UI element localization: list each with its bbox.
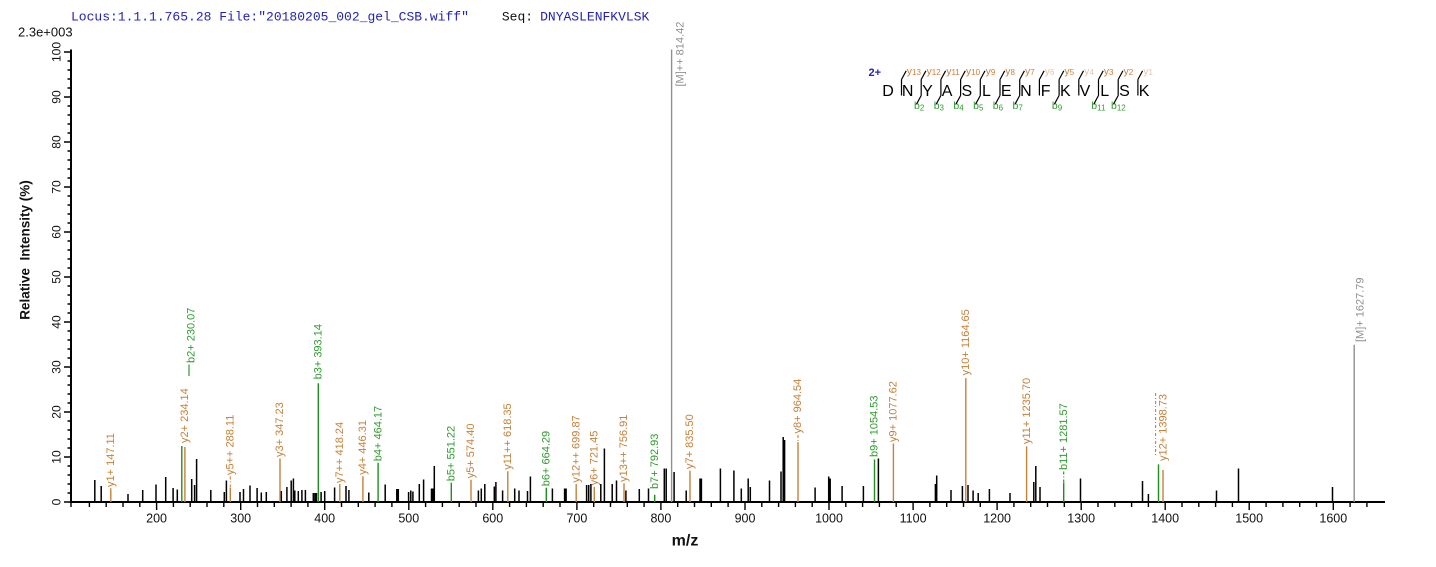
svg-text:y8+ 964.54: y8+ 964.54 (792, 379, 804, 434)
svg-text:20: 20 (50, 405, 64, 419)
svg-text:700: 700 (566, 512, 587, 526)
svg-text:[M]++ 814.42: [M]++ 814.42 (675, 22, 687, 87)
svg-text:30: 30 (50, 360, 64, 374)
svg-text:b3: b3 (934, 100, 945, 113)
svg-text:y11+ 1235.70: y11+ 1235.70 (1021, 378, 1033, 444)
svg-text:b6+ 664.29: b6+ 664.29 (541, 431, 553, 486)
svg-text:y7+ 835.50: y7+ 835.50 (684, 414, 696, 469)
svg-text:b9+ 1054.53: b9+ 1054.53 (869, 396, 881, 457)
svg-text:b9: b9 (1052, 100, 1063, 113)
svg-text:y3+ 347.23: y3+ 347.23 (274, 402, 286, 457)
svg-text:y10+ 1164.65: y10+ 1164.65 (960, 309, 972, 375)
svg-text:Y: Y (922, 83, 933, 100)
svg-text:L: L (1100, 83, 1109, 100)
svg-text:N: N (1020, 83, 1032, 100)
svg-text:y9: y9 (986, 66, 996, 78)
svg-text:100: 100 (50, 42, 64, 62)
svg-text:y9+ 1077.62: y9+ 1077.62 (888, 381, 900, 442)
svg-text:b4+ 464.17: b4+ 464.17 (372, 406, 384, 461)
svg-text:b7: b7 (1013, 100, 1024, 113)
svg-text:y4+ 446.31: y4+ 446.31 (357, 420, 369, 475)
svg-text:b5+ 551.22: b5+ 551.22 (446, 426, 458, 481)
svg-text:Locus:1.1.1.765.28 File:"20180: Locus:1.1.1.765.28 File:"20180205_002_ge… (71, 9, 650, 24)
svg-text:y2: y2 (1124, 66, 1134, 78)
svg-text:E: E (1001, 83, 1012, 100)
svg-text:D: D (882, 83, 894, 100)
svg-text:y2+ 234.14: y2+ 234.14 (179, 388, 191, 443)
svg-text:500: 500 (398, 512, 419, 526)
svg-text:y5+ 574.40: y5+ 574.40 (465, 424, 477, 479)
svg-text:0: 0 (50, 498, 64, 505)
svg-text:10: 10 (50, 450, 64, 464)
svg-text:y6: y6 (1045, 66, 1055, 78)
svg-text:2.3e+003: 2.3e+003 (18, 25, 73, 40)
svg-text:S: S (961, 83, 972, 100)
svg-text:40: 40 (50, 315, 64, 329)
svg-text:S: S (1119, 83, 1130, 100)
svg-text:b7+ 792.93: b7+ 792.93 (649, 434, 661, 489)
svg-text:y12+ 1398.73: y12+ 1398.73 (1158, 394, 1170, 461)
svg-text:y5++ 288.11: y5++ 288.11 (225, 415, 237, 475)
svg-text:b6: b6 (993, 100, 1004, 113)
svg-text:80: 80 (50, 135, 64, 149)
svg-text:1200: 1200 (983, 512, 1011, 526)
svg-text:F: F (1041, 83, 1051, 100)
svg-text:L: L (982, 83, 991, 100)
svg-text:y11++ 618.35: y11++ 618.35 (502, 403, 514, 469)
svg-text:y1: y1 (1143, 66, 1153, 78)
svg-text:800: 800 (650, 512, 671, 526)
svg-text:b2+ 230.07: b2+ 230.07 (186, 308, 198, 363)
svg-text:400: 400 (314, 512, 335, 526)
svg-text:90: 90 (50, 90, 64, 104)
svg-text:K: K (1139, 83, 1150, 100)
svg-text:b3+ 393.14: b3+ 393.14 (313, 324, 325, 379)
svg-text:Relative Intensity (%): Relative Intensity (%) (18, 180, 33, 320)
svg-text:b5: b5 (973, 100, 984, 113)
svg-text:1300: 1300 (1067, 512, 1095, 526)
svg-text:[M]+ 1627.79: [M]+ 1627.79 (1355, 277, 1367, 342)
svg-text:b12: b12 (1111, 100, 1126, 113)
svg-text:A: A (942, 83, 953, 100)
svg-text:y6+ 721.45: y6+ 721.45 (589, 431, 601, 486)
svg-text:y12++ 699.87: y12++ 699.87 (570, 415, 582, 482)
svg-text:1100: 1100 (900, 512, 927, 526)
svg-text:y4: y4 (1084, 66, 1094, 78)
svg-text:N: N (902, 83, 914, 100)
svg-text:b4: b4 (953, 100, 964, 113)
svg-text:50: 50 (50, 270, 64, 284)
svg-text:y13: y13 (907, 66, 922, 78)
svg-text:y7++ 418.24: y7++ 418.24 (334, 422, 346, 483)
svg-text:1000: 1000 (815, 512, 843, 526)
svg-text:y11: y11 (946, 66, 960, 78)
svg-text:K: K (1060, 83, 1071, 100)
svg-text:y8: y8 (1005, 66, 1015, 78)
svg-text:300: 300 (230, 512, 251, 526)
svg-text:y12: y12 (927, 66, 942, 78)
svg-text:y3: y3 (1104, 66, 1114, 78)
svg-text:y5: y5 (1064, 66, 1074, 78)
svg-text:1400: 1400 (1151, 512, 1179, 526)
svg-text:m/z: m/z (672, 533, 699, 550)
svg-text:1600: 1600 (1319, 512, 1347, 526)
svg-text:70: 70 (50, 180, 64, 194)
svg-text:b11+ 1281.57: b11+ 1281.57 (1058, 403, 1070, 470)
svg-text:V: V (1080, 83, 1091, 100)
svg-text:60: 60 (50, 225, 64, 239)
svg-text:y1+ 147.11: y1+ 147.11 (105, 433, 117, 487)
svg-text:2+: 2+ (869, 67, 882, 79)
svg-text:600: 600 (482, 512, 503, 526)
svg-text:y7: y7 (1025, 66, 1035, 78)
svg-text:200: 200 (146, 512, 167, 526)
svg-text:y13++ 756.91: y13++ 756.91 (618, 415, 630, 482)
svg-text:y10: y10 (966, 66, 981, 78)
svg-text:900: 900 (735, 512, 756, 526)
svg-text:1500: 1500 (1235, 512, 1263, 526)
svg-text:b2: b2 (914, 100, 925, 113)
